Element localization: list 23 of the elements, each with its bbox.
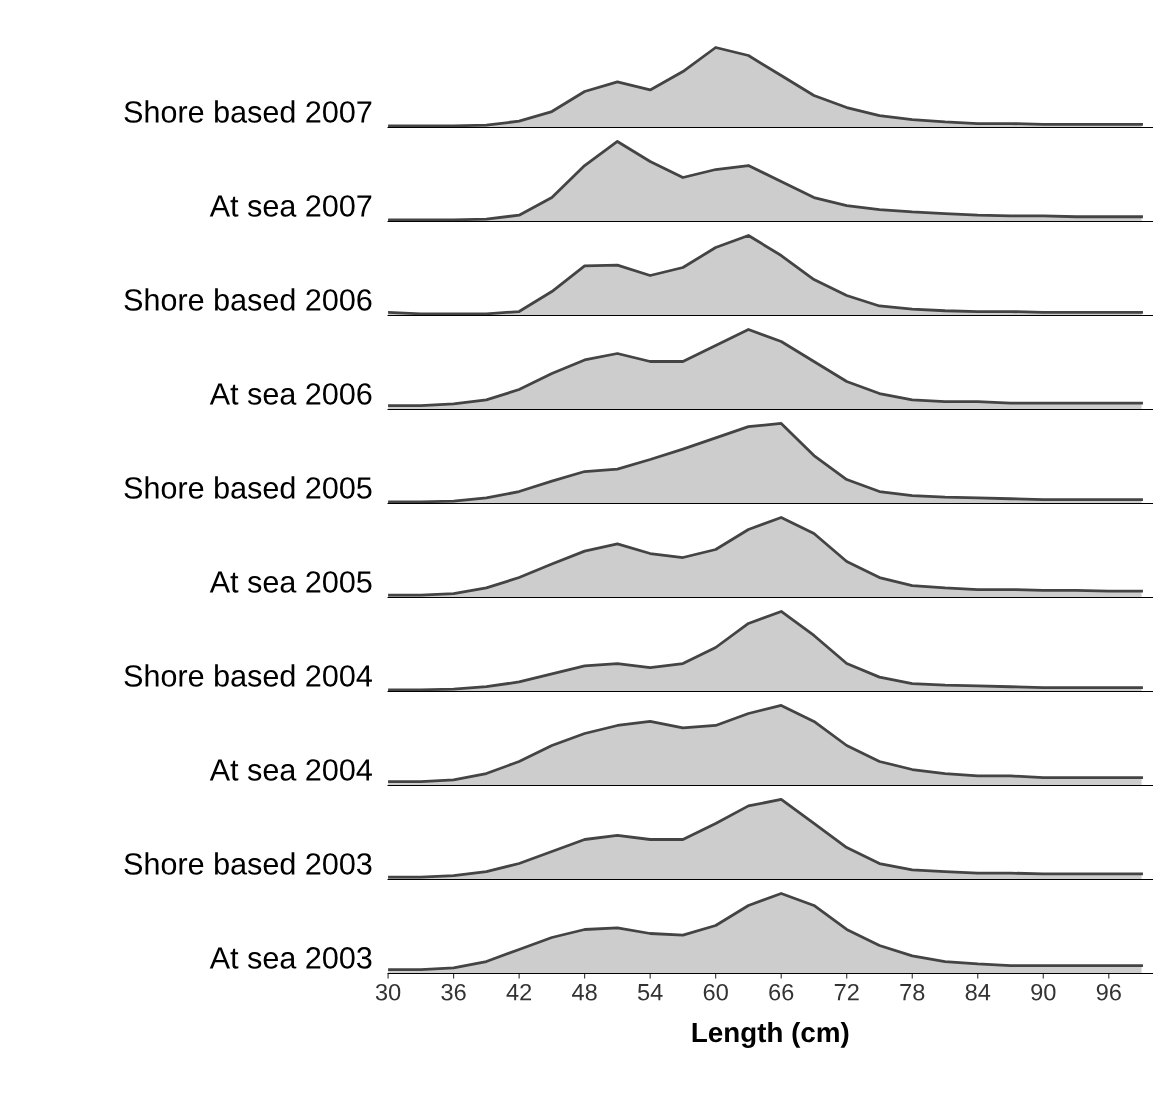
y-axis-title: Shore based 2006 xyxy=(124,288,372,311)
x-tick-label: 78 xyxy=(900,983,925,1001)
x-tick-label: 54 xyxy=(637,984,663,1001)
x-axis-title: Length (cm) xyxy=(692,1021,849,1048)
x-tick-label: 30 xyxy=(375,983,401,1001)
x-tick-label: 60 xyxy=(703,983,728,1001)
y-axis-title: At sea 2006 xyxy=(209,383,372,405)
y-axis-title: Shore based 2004 xyxy=(124,664,372,687)
y-axis-title: At sea 2005 xyxy=(209,571,372,593)
y-axis-title: At sea 2003 xyxy=(209,947,372,969)
x-tick-label: 96 xyxy=(1096,983,1121,1001)
x-tick-label: 36 xyxy=(441,983,466,1001)
x-tick-label: 48 xyxy=(572,983,597,1001)
y-axis-title: Shore based 2005 xyxy=(124,476,372,499)
y-axis-title: Shore based 2003 xyxy=(124,852,372,875)
x-tick-label: 90 xyxy=(1031,983,1056,1001)
y-axis-title: Shore based 2007 xyxy=(124,100,372,123)
y-axis-title: At sea 2004 xyxy=(209,759,372,781)
x-tick-label: 42 xyxy=(506,983,532,1001)
x-tick-label: 84 xyxy=(965,983,991,1001)
x-tick-label: 66 xyxy=(769,983,794,1001)
y-axis-title: At sea 2007 xyxy=(209,195,372,217)
x-tick-label: 72 xyxy=(834,983,859,1001)
